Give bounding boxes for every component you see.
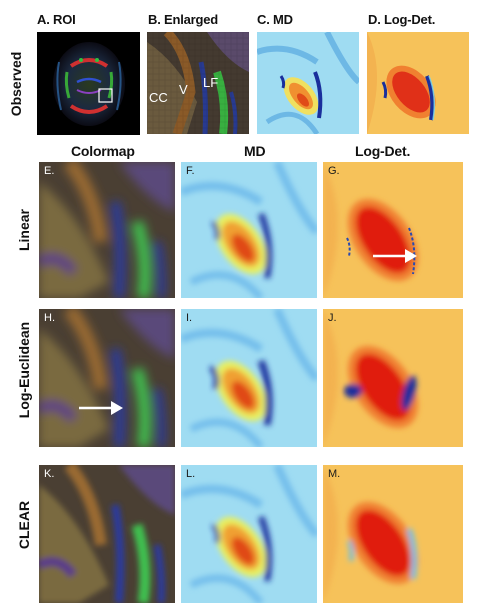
column-title-md: MD [244,143,266,159]
panel-label-k: K. [44,468,55,480]
panel-logdet-linear: G. [323,162,463,298]
column-title-logdet: Log-Det. [355,143,411,159]
panel-colormap-clear: K. [39,465,175,603]
roi-brain-image [37,32,140,135]
panel-logdet-clear: M. [323,465,463,603]
title-enlarged: B. Enlarged [148,12,219,27]
md-observed-image [257,32,359,134]
colormap-linear-image [39,162,175,298]
panel-md-clear: L. [181,465,317,603]
row-label-log-euclidean: Log-Euclidean [16,321,32,419]
row-label-linear: Linear [16,208,32,252]
panel-label-i: I. [186,312,193,324]
row-label-observed: Observed [8,51,24,117]
arrow-log-euclidean-colormap [79,401,123,415]
logdet-clear-image [323,465,463,603]
title-md-observed: C. MD [257,12,293,27]
panel-md-linear: F. [181,162,317,298]
panel-roi [37,32,140,135]
panel-logdet-log-euclidean: J. [323,309,463,447]
panel-label-e: E. [44,165,55,177]
md-clear-image [181,465,317,603]
panel-colormap-log-euclidean: H. [39,309,175,447]
logdet-log-euclidean-image [323,309,463,447]
roi-box [98,88,113,103]
panel-colormap-linear: E. [39,162,175,298]
panel-label-g: G. [328,165,340,177]
panel-label-m: M. [328,468,341,480]
arrow-linear-logdet [373,249,417,263]
colormap-clear-image [39,465,175,603]
logdet-linear-image [323,162,463,298]
title-logdet-observed: D. Log-Det. [368,12,436,27]
md-linear-image [181,162,317,298]
panel-logdet-observed [367,32,469,134]
panel-enlarged: CC V LF [147,32,249,134]
logdet-observed-image [367,32,469,134]
panel-md-observed [257,32,359,134]
row-label-clear: CLEAR [16,500,32,550]
title-roi: A. ROI [37,12,76,27]
panel-label-j: J. [328,312,337,324]
panel-label-h: H. [44,312,55,324]
annotation-v: V [179,82,188,97]
colormap-log-euclidean-image [39,309,175,447]
enlarged-colormap-image [147,32,249,134]
panel-label-l: L. [186,468,196,480]
md-log-euclidean-image [181,309,317,447]
column-title-colormap: Colormap [71,143,135,159]
annotation-cc: CC [149,90,168,105]
panel-md-log-euclidean: I. [181,309,317,447]
annotation-lf: LF [203,75,219,90]
panel-label-f: F. [186,165,195,177]
